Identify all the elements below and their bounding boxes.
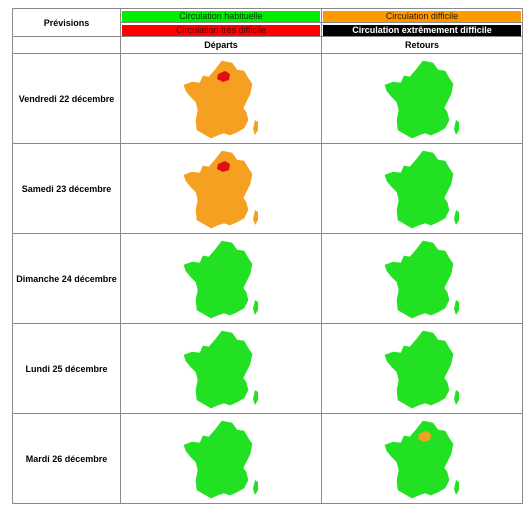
day-label: Samedi 23 décembre [12,143,121,234]
legend-cell-extremement-difficile: Circulation extrêmement difficile [321,22,523,37]
ile-de-france-hotspot [217,70,230,82]
retours-map-cell [321,233,523,324]
day-label: Dimanche 24 décembre [12,233,121,324]
france-mainland-shape [183,330,253,408]
corsica-shape [253,119,258,135]
departs-map-cell [120,233,322,324]
day-label: Lundi 25 décembre [12,323,121,414]
day-row: Lundi 25 décembre [12,323,523,414]
header-retours: Retours [321,36,523,54]
departs-map [183,330,258,408]
france-mainland-shape [384,420,454,498]
corsica-shape [253,299,258,315]
corsica-shape [253,389,258,405]
retours-map-cell [321,413,523,504]
france-mainland-shape [183,240,253,318]
france-mainland-shape [384,60,454,138]
legend-row-bottom: Circulation très difficile Circulation e… [13,22,523,37]
france-mainland-shape [183,150,253,228]
legend-cell-tres-difficile: Circulation très difficile [120,22,322,37]
corsica-shape [454,389,459,405]
france-mainland-shape [183,60,253,138]
direction-header-row: Départs Retours [12,36,523,54]
france-mainland-shape [384,150,454,228]
departs-map-cell [120,323,322,414]
departs-map [183,150,258,228]
corsica-shape [253,209,258,225]
corsica-shape [454,299,459,315]
departs-map-cell [120,53,322,144]
day-row: Vendredi 22 décembre [12,53,523,144]
retours-map [384,60,459,138]
retours-map [384,420,459,498]
day-row: Mardi 26 décembre [12,413,523,504]
departs-map [183,420,258,498]
legend-cell-habituelle: Circulation habituelle [120,8,322,23]
departs-map [183,60,258,138]
day-label: Vendredi 22 décembre [12,53,121,144]
departs-map-cell [120,413,322,504]
header-previsions: Prévisions [12,8,121,37]
corsica-shape [454,209,459,225]
legend-cell-difficile: Circulation difficile [321,8,523,23]
retours-map [384,150,459,228]
ile-de-france-hotspot [418,430,431,442]
direction-header-spacer [12,36,121,54]
corsica-shape [454,479,459,495]
retours-map-cell [321,143,523,234]
legend-difficile: Circulation difficile [323,10,521,22]
france-mainland-shape [384,330,454,408]
ile-de-france-hotspot [217,160,230,172]
departs-map [183,240,258,318]
legend-tres-difficile: Circulation très difficile [122,24,320,36]
legend-habituelle: Circulation habituelle [122,10,320,22]
header-departs: Départs [120,36,322,54]
corsica-shape [253,479,258,495]
corsica-shape [454,119,459,135]
day-row: Samedi 23 décembre [12,143,523,234]
day-label: Mardi 26 décembre [12,413,121,504]
departs-map-cell [120,143,322,234]
forecast-table: Prévisions Circulation habituelle Circul… [12,8,523,504]
france-mainland-shape [384,240,454,318]
legend-extremement-difficile: Circulation extrêmement difficile [323,24,521,36]
retours-map [384,330,459,408]
day-row: Dimanche 24 décembre [12,233,523,324]
retours-map-cell [321,53,523,144]
legend-row-top: Prévisions Circulation habituelle Circul… [12,8,523,37]
retours-map-cell [321,323,523,414]
france-mainland-shape [183,420,253,498]
retours-map [384,240,459,318]
